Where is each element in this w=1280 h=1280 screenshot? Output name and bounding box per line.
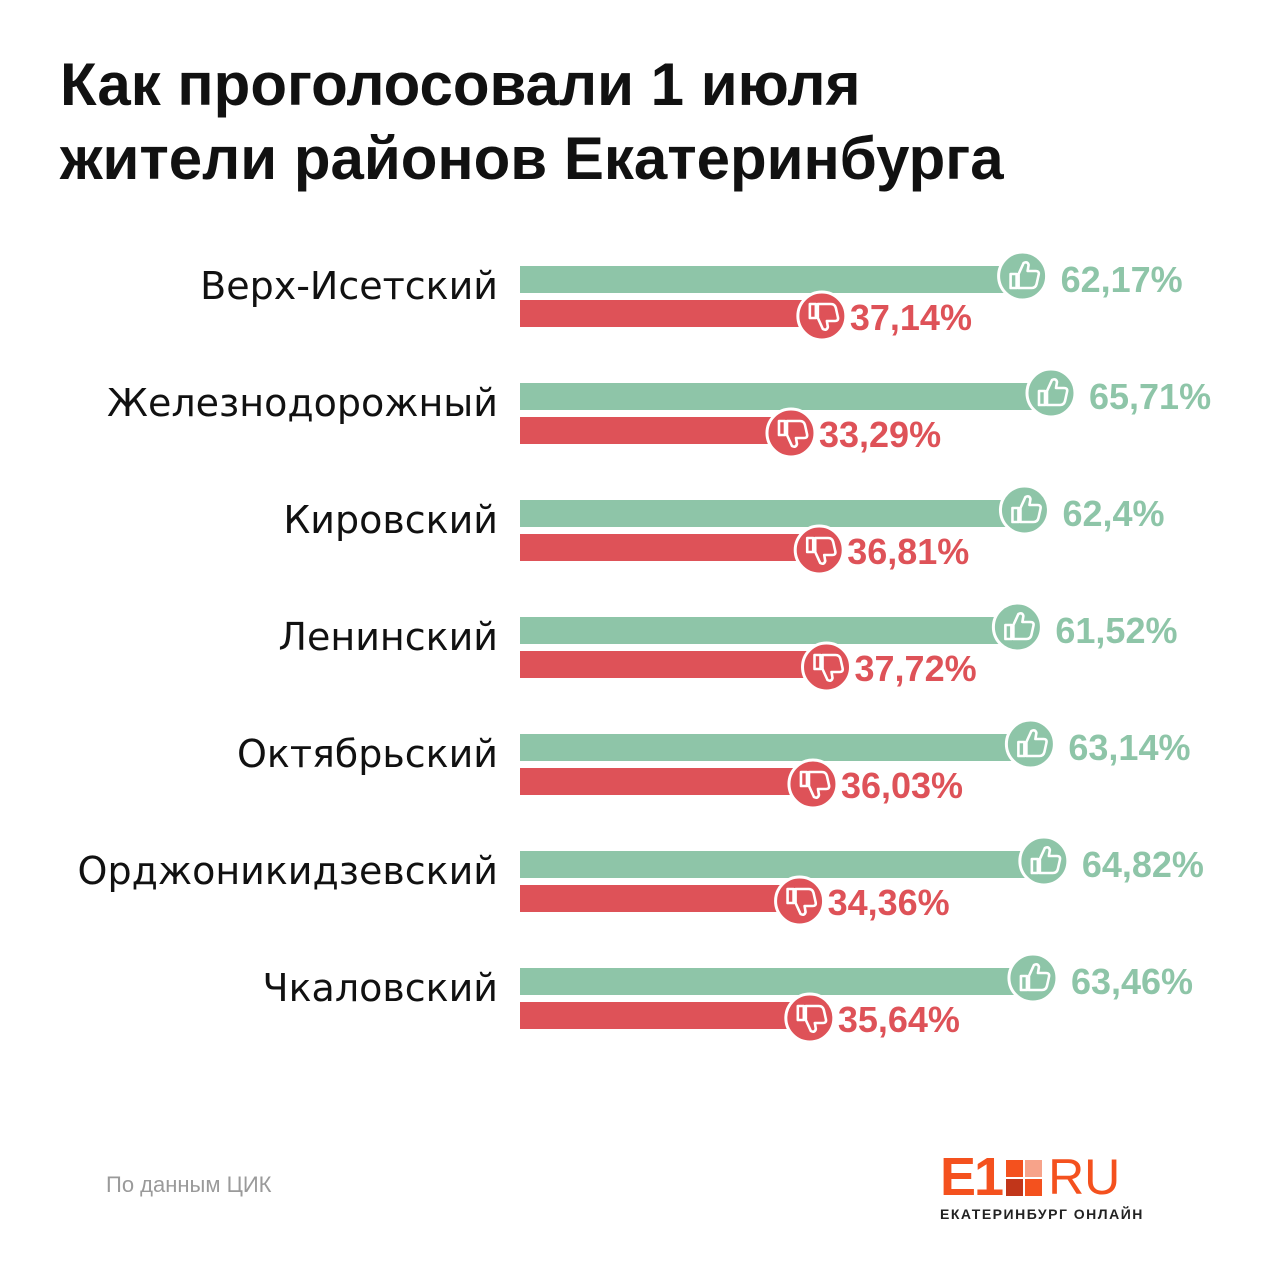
logo-squares: [1006, 1160, 1043, 1196]
thumbs-down-icon: [801, 641, 853, 693]
thumbs-up-icon: [997, 250, 1049, 302]
category-label: Ленинский: [278, 615, 498, 659]
value-label-yes: 62,17%: [1061, 259, 1183, 300]
source-note: По данным ЦИК: [106, 1172, 272, 1197]
thumbs-down-icon: [796, 290, 848, 342]
thumbs-down-icon: [787, 758, 839, 810]
bar-yes: [520, 266, 1019, 293]
bar-no: [520, 768, 809, 795]
thumbs-down-icon: [765, 407, 817, 459]
value-label-no: 34,36%: [828, 882, 950, 923]
category-label: Чкаловский: [263, 966, 498, 1010]
bar-no: [520, 1002, 806, 1029]
bar-chart: Верх-Исетский 62,17% 37,14% Железнодорожный…: [78, 250, 1211, 1044]
value-label-yes: 61,52%: [1055, 610, 1177, 651]
category-label: Орджоникидзевский: [78, 849, 498, 893]
bar-no: [520, 417, 787, 444]
thumbs-down-icon: [774, 875, 826, 927]
category-label: Железнодорожный: [107, 381, 498, 425]
value-label-no: 36,03%: [841, 765, 963, 806]
value-label-yes: 64,82%: [1082, 844, 1204, 885]
e1-logo: E1 RU ЕКАТЕРИНБУРГ ОНЛАЙН: [940, 1147, 1144, 1222]
thumbs-down-icon: [784, 992, 836, 1044]
bar-no: [520, 651, 823, 678]
thumbs-up-icon: [1025, 367, 1077, 419]
logo-suffix: RU: [1048, 1149, 1121, 1205]
bar-yes: [520, 851, 1040, 878]
bar-yes: [520, 383, 1047, 410]
value-label-yes: 62,4%: [1062, 493, 1164, 534]
value-label-yes: 63,46%: [1071, 961, 1193, 1002]
value-label-yes: 63,14%: [1068, 727, 1190, 768]
value-label-no: 35,64%: [838, 999, 960, 1040]
bar-no: [520, 300, 818, 327]
logo-mark: E1: [940, 1147, 1004, 1207]
bar-no: [520, 885, 796, 912]
value-label-yes: 65,71%: [1089, 376, 1211, 417]
category-label: Кировский: [283, 498, 498, 542]
title-line-2: жители районов Екатеринбурга: [60, 125, 1004, 192]
thumbs-up-icon: [1018, 835, 1070, 887]
value-label-no: 37,72%: [855, 648, 977, 689]
thumbs-up-icon: [991, 601, 1043, 653]
category-label: Октябрьский: [237, 732, 498, 776]
thumbs-up-icon: [1007, 952, 1059, 1004]
logo-subtitle: ЕКАТЕРИНБУРГ ОНЛАЙН: [940, 1206, 1144, 1222]
bar-no: [520, 534, 816, 561]
bar-yes: [520, 617, 1014, 644]
title-line-1: Как проголосовали 1 июля: [60, 51, 861, 118]
bar-yes: [520, 968, 1029, 995]
value-label-no: 33,29%: [819, 414, 941, 455]
value-label-no: 37,14%: [850, 297, 972, 338]
bar-yes: [520, 500, 1021, 527]
thumbs-up-icon: [998, 484, 1050, 536]
bar-yes: [520, 734, 1027, 761]
chart-title: Как проголосовали 1 июля жители районов …: [60, 48, 1220, 196]
category-label: Верх-Исетский: [200, 264, 498, 308]
value-label-no: 36,81%: [847, 531, 969, 572]
thumbs-up-icon: [1004, 718, 1056, 770]
thumbs-down-icon: [793, 524, 845, 576]
